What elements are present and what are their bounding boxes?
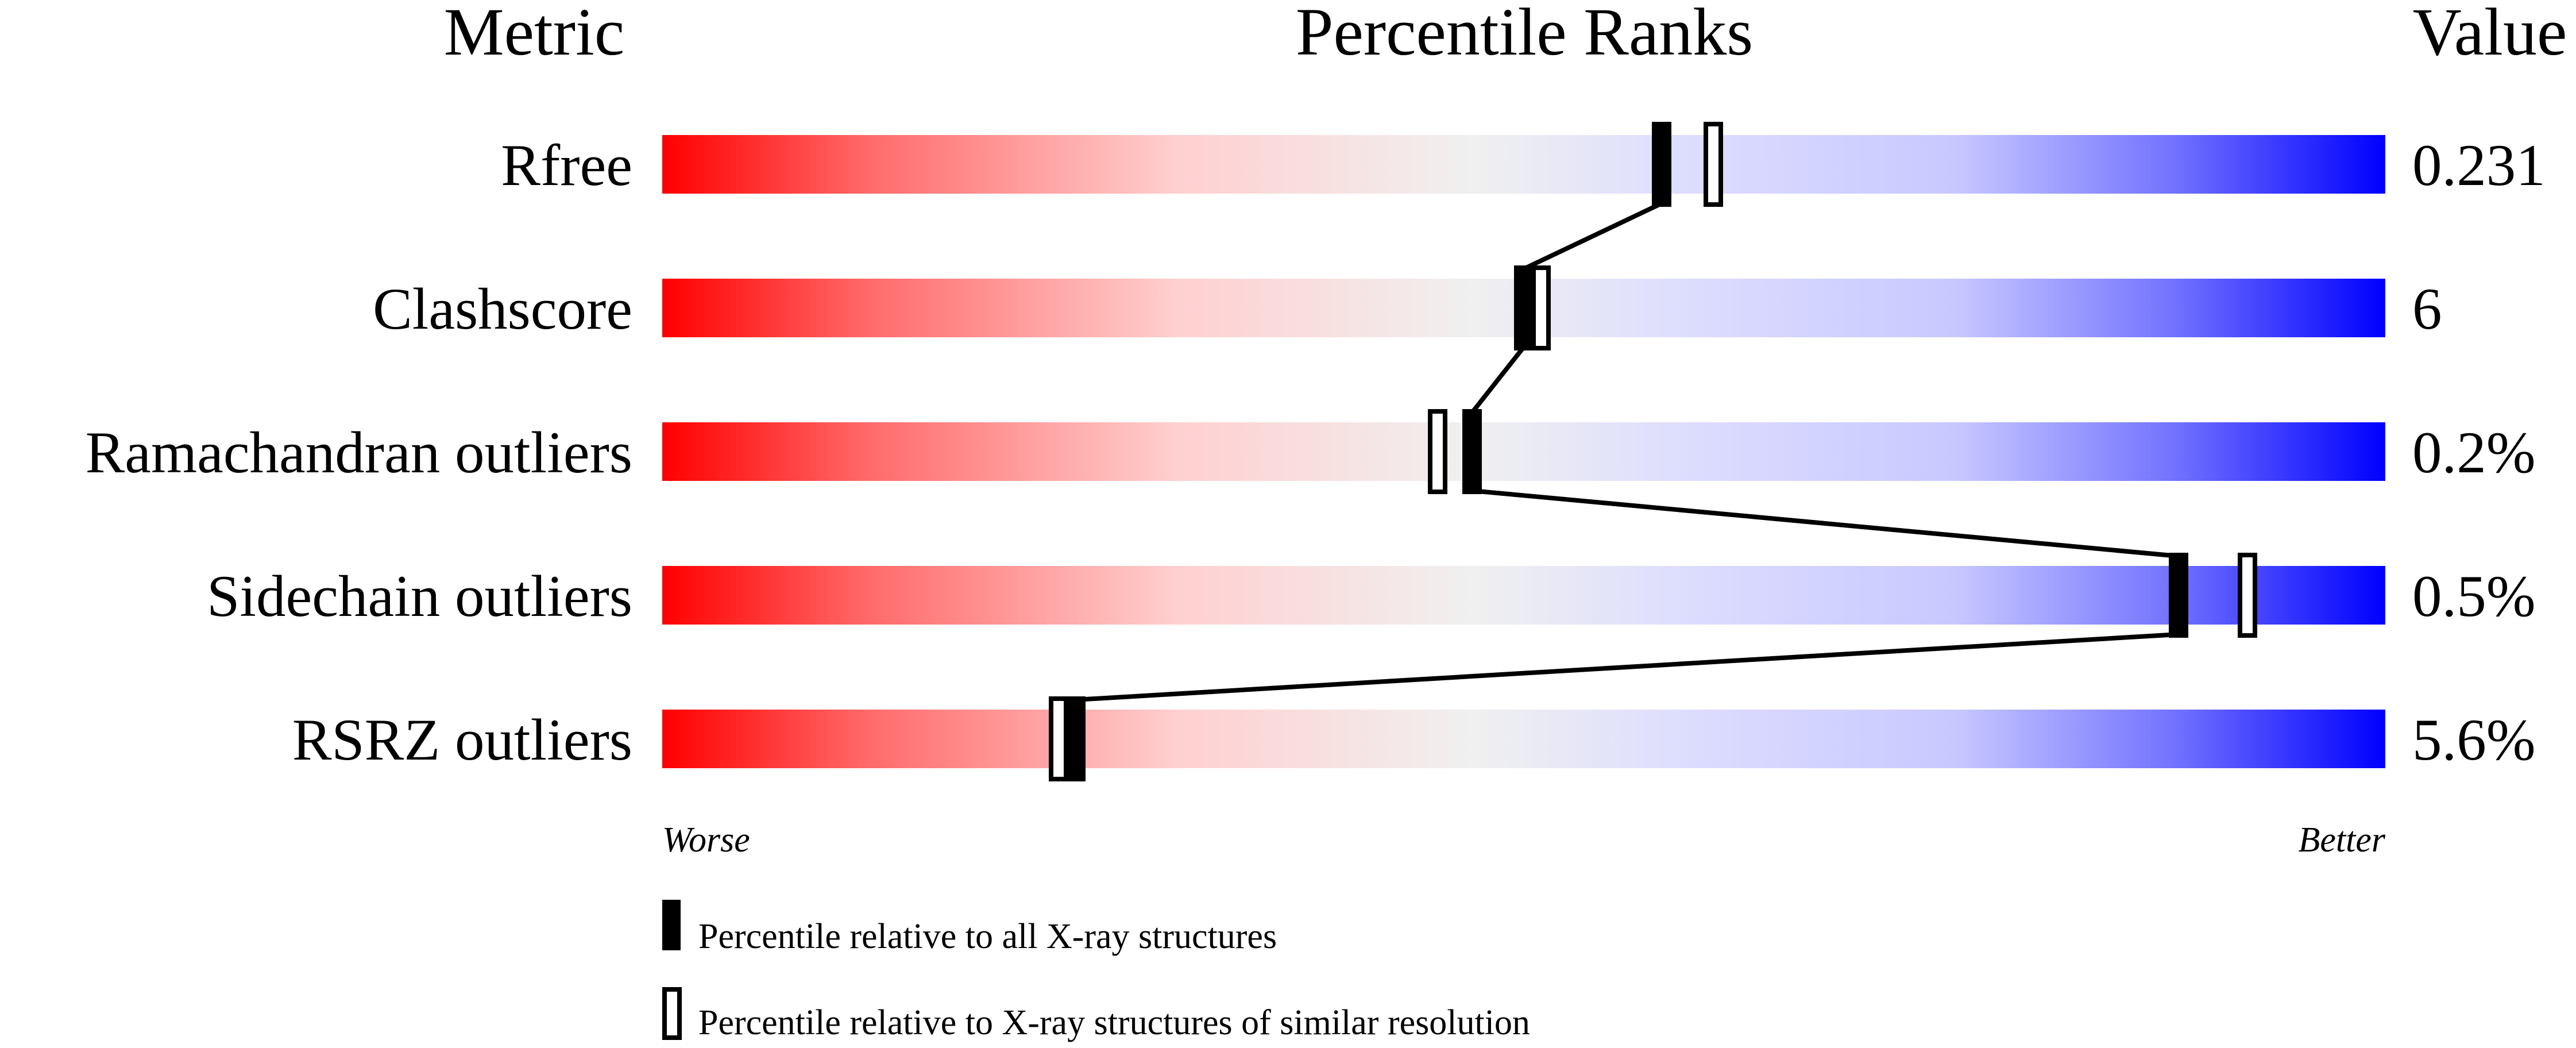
metric-label: Ramachandran outliers	[86, 420, 632, 486]
connector-line	[1523, 201, 1663, 271]
metric-label: Clashscore	[373, 276, 632, 342]
metric-label: RSRZ outliers	[292, 707, 632, 773]
legend-label-similar: Percentile relative to X-ray structures …	[698, 1003, 1530, 1042]
connector-line	[1075, 632, 2179, 702]
legend-open-marker	[662, 987, 682, 1040]
axis-label-worse: Worse	[662, 820, 750, 860]
metric-value: 0.5%	[2412, 564, 2536, 629]
marker-similar-resolution	[1531, 265, 1551, 350]
metric-value: 5.6%	[2412, 707, 2536, 773]
marker-similar-resolution	[1704, 122, 1723, 207]
marker-similar-resolution	[2238, 553, 2257, 638]
marker-all-structures	[1514, 265, 1534, 350]
percentile-bar	[662, 710, 2385, 768]
axis-label-better: Better	[2299, 820, 2386, 860]
metric-label: Rfree	[501, 133, 632, 198]
legend-filled-marker	[662, 900, 681, 950]
legend-label-all: Percentile relative to all X-ray structu…	[698, 917, 1277, 956]
metric-value: 0.231	[2412, 133, 2546, 198]
header-metric: Metric	[444, 0, 625, 70]
marker-all-structures	[1462, 409, 1482, 494]
header-percentile-ranks: Percentile Ranks	[1296, 0, 1753, 70]
marker-all-structures	[1066, 696, 1086, 781]
percentile-bar	[662, 135, 2385, 194]
percentile-bar	[662, 422, 2385, 481]
metric-value: 0.2%	[2412, 420, 2536, 486]
marker-all-structures	[1652, 122, 1671, 207]
header-value: Value	[2413, 0, 2567, 70]
marker-similar-resolution	[1428, 409, 1447, 494]
connector-line	[1470, 345, 1526, 414]
metric-value: 6	[2412, 276, 2442, 342]
connector-line	[1472, 488, 2179, 558]
percentile-bar	[662, 566, 2385, 625]
marker-similar-resolution	[1049, 696, 1068, 781]
metric-label: Sidechain outliers	[207, 564, 632, 629]
marker-all-structures	[2169, 553, 2188, 638]
